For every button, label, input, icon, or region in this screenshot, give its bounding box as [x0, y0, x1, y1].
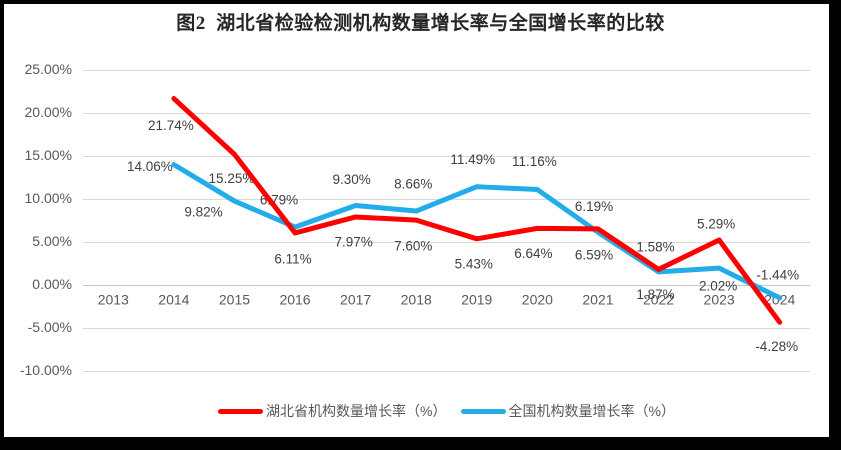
x-axis-tick-label: 2018 — [401, 292, 432, 308]
legend-label-hubei: 湖北省机构数量增长率（%） — [266, 403, 447, 419]
x-axis-tick-label: 2021 — [582, 292, 613, 308]
x-axis-tick-label: 2020 — [522, 292, 553, 308]
series-line-national — [171, 162, 783, 301]
data-label-hubei-2020: 6.64% — [514, 246, 552, 261]
data-label-hubei-2016: 6.11% — [274, 252, 311, 267]
legend-label-national: 全国机构数量增长率（%） — [508, 403, 675, 419]
data-label-hubei-2014: 21.74% — [148, 118, 194, 133]
data-label-national-2018: 8.66% — [394, 177, 432, 192]
y-axis-tick-label: 25.00% — [25, 61, 72, 77]
data-label-national-2015: 9.82% — [184, 205, 222, 220]
chart-legend: 湖北省机构数量增长率（%） 全国机构数量增长率（%） — [83, 401, 810, 421]
data-label-national-2017: 9.30% — [332, 172, 370, 187]
y-axis-tick-label: 20.00% — [25, 104, 72, 120]
data-label-hubei-2015: 15.25% — [209, 171, 255, 186]
y-axis-tick-label: 15.00% — [25, 147, 72, 163]
national-series-swatch — [460, 408, 506, 414]
x-axis-tick-label: 2019 — [461, 292, 492, 308]
x-axis-tick-label: 2023 — [704, 292, 735, 308]
data-label-hubei-2018: 7.60% — [394, 239, 432, 254]
data-label-hubei-2017: 7.97% — [334, 235, 372, 250]
data-label-national-2014: 14.06% — [127, 159, 173, 174]
data-label-national-2023: 2.02% — [699, 279, 737, 294]
data-label-national-2020: 11.16% — [512, 154, 557, 169]
x-axis-tick-label: 2015 — [219, 292, 250, 308]
y-axis-tick-label: 10.00% — [25, 190, 72, 206]
series-line-hubei — [171, 96, 783, 325]
y-axis-tick-label: -5.00% — [28, 319, 72, 335]
x-axis-tick-label: 2013 — [98, 292, 129, 308]
hubei-series-swatch — [218, 408, 264, 414]
data-label-national-2021: 6.19% — [575, 199, 613, 214]
data-label-national-2024: -1.44% — [756, 267, 799, 282]
data-label-hubei-2022: 1.87% — [636, 287, 674, 302]
y-axis-tick-label: 5.00% — [32, 233, 72, 249]
data-label-hubei-2024: -4.28% — [755, 339, 798, 354]
data-label-hubei-2023: 5.29% — [697, 217, 735, 232]
x-axis-tick-label: 2022 — [643, 292, 674, 308]
x-axis-tick-label: 2017 — [340, 292, 371, 308]
data-label-national-2022: 1.58% — [636, 239, 674, 254]
legend-item-national: 全国机构数量增长率（%） — [460, 401, 675, 421]
y-axis-tick-label: 0.00% — [32, 276, 72, 292]
x-axis-tick-label: 2016 — [279, 292, 310, 308]
data-label-national-2019: 11.49% — [450, 152, 495, 167]
chart-title: 图2 湖北省检验检测机构数量增长率与全国增长率的比较 — [176, 13, 665, 34]
data-label-hubei-2019: 5.43% — [455, 256, 493, 271]
y-axis-tick-label: -10.00% — [20, 362, 72, 378]
data-label-hubei-2021: 6.59% — [575, 247, 613, 262]
x-axis-tick-label: 2014 — [158, 292, 189, 308]
legend-item-hubei: 湖北省机构数量增长率（%） — [218, 401, 447, 421]
